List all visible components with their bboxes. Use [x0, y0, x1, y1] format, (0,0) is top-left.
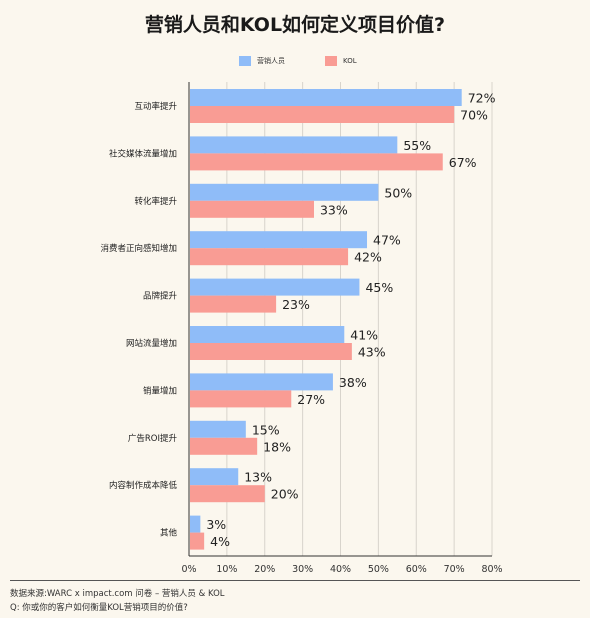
category-label: 内容制作成本降低: [109, 480, 178, 491]
category-label: 网站流量增加: [126, 338, 177, 349]
category-label: 消费者正向感知增加: [100, 243, 177, 254]
bar-kol: [190, 390, 292, 408]
category-label: 转化率提升: [134, 196, 177, 207]
bar-kol: [190, 532, 205, 550]
data-label: 41%: [350, 328, 378, 343]
data-label: 15%: [252, 422, 280, 437]
data-label: 38%: [339, 375, 367, 390]
category-label: 互动率提升: [134, 101, 177, 112]
data-label: 72%: [468, 91, 496, 106]
bar-kol: [190, 153, 443, 171]
data-label: 13%: [244, 470, 272, 485]
bar-kol: [190, 295, 277, 313]
question-note: Q: 你或你的客户如何衡量KOL营销项目的价值?: [10, 603, 188, 613]
data-label: 45%: [365, 280, 393, 295]
bar-marketer: [190, 515, 201, 533]
x-tick-label: 30%: [292, 564, 313, 575]
x-tick-label: 80%: [481, 564, 502, 575]
x-tick-label: 10%: [216, 564, 237, 575]
x-tick-label: 20%: [254, 564, 275, 575]
chart-title: 营销人员和KOL如何定义项目价值?: [144, 14, 446, 36]
data-label: 50%: [384, 185, 412, 200]
x-tick-label: 0%: [181, 564, 196, 575]
legend-label-marketer: 营销人员: [257, 57, 285, 65]
legend-item-marketer: 营销人员: [239, 56, 285, 66]
data-label: 70%: [460, 108, 488, 123]
data-label: 42%: [354, 250, 382, 265]
x-tick-label: 50%: [368, 564, 389, 575]
bar-marketer: [190, 373, 333, 391]
bar-kol: [190, 343, 352, 360]
legend: 营销人员 KOL: [0, 56, 590, 72]
category-label: 其他: [160, 528, 178, 539]
bar-marketer: [190, 326, 345, 343]
category-label: 品牌提升: [143, 291, 178, 302]
data-label: 33%: [320, 202, 348, 217]
data-label: 3%: [206, 517, 226, 532]
bar-kol: [190, 200, 314, 218]
data-label: 27%: [297, 392, 325, 407]
legend-swatch-marketer: [239, 56, 251, 66]
bar-kol: [190, 248, 349, 266]
data-label: 67%: [449, 155, 477, 170]
bar-kol: [190, 106, 455, 123]
data-label: 23%: [282, 297, 310, 312]
data-label: 55%: [403, 138, 431, 153]
legend-label-kol: KOL: [343, 57, 357, 65]
category-label: 广告ROI提升: [128, 433, 178, 444]
bar-marketer: [190, 183, 379, 201]
legend-swatch-kol: [325, 56, 337, 66]
source-note: 数据来源:WARC x impact.com 问卷 – 营销人员 & KOL: [10, 589, 225, 599]
bar-kol: [190, 485, 265, 503]
bar-marketer: [190, 136, 398, 154]
x-tick-label: 40%: [330, 564, 351, 575]
x-tick-label: 70%: [444, 564, 465, 575]
legend-item-kol: KOL: [325, 56, 357, 66]
bar-marketer: [190, 278, 360, 296]
category-label: 社交媒体流量增加: [109, 148, 177, 159]
x-tick-label: 60%: [406, 564, 427, 575]
data-label: 43%: [358, 345, 386, 360]
bar-marketer: [190, 420, 246, 438]
bar-marketer: [190, 231, 368, 249]
bar-marketer: [190, 89, 462, 106]
data-label: 20%: [271, 487, 299, 502]
category-label: 销量增加: [143, 385, 177, 396]
bar-kol: [190, 437, 258, 455]
data-label: 18%: [263, 439, 291, 454]
data-label: 47%: [373, 233, 401, 248]
data-label: 4%: [210, 534, 230, 549]
footer-divider: [10, 580, 580, 581]
bar-marketer: [190, 468, 239, 486]
